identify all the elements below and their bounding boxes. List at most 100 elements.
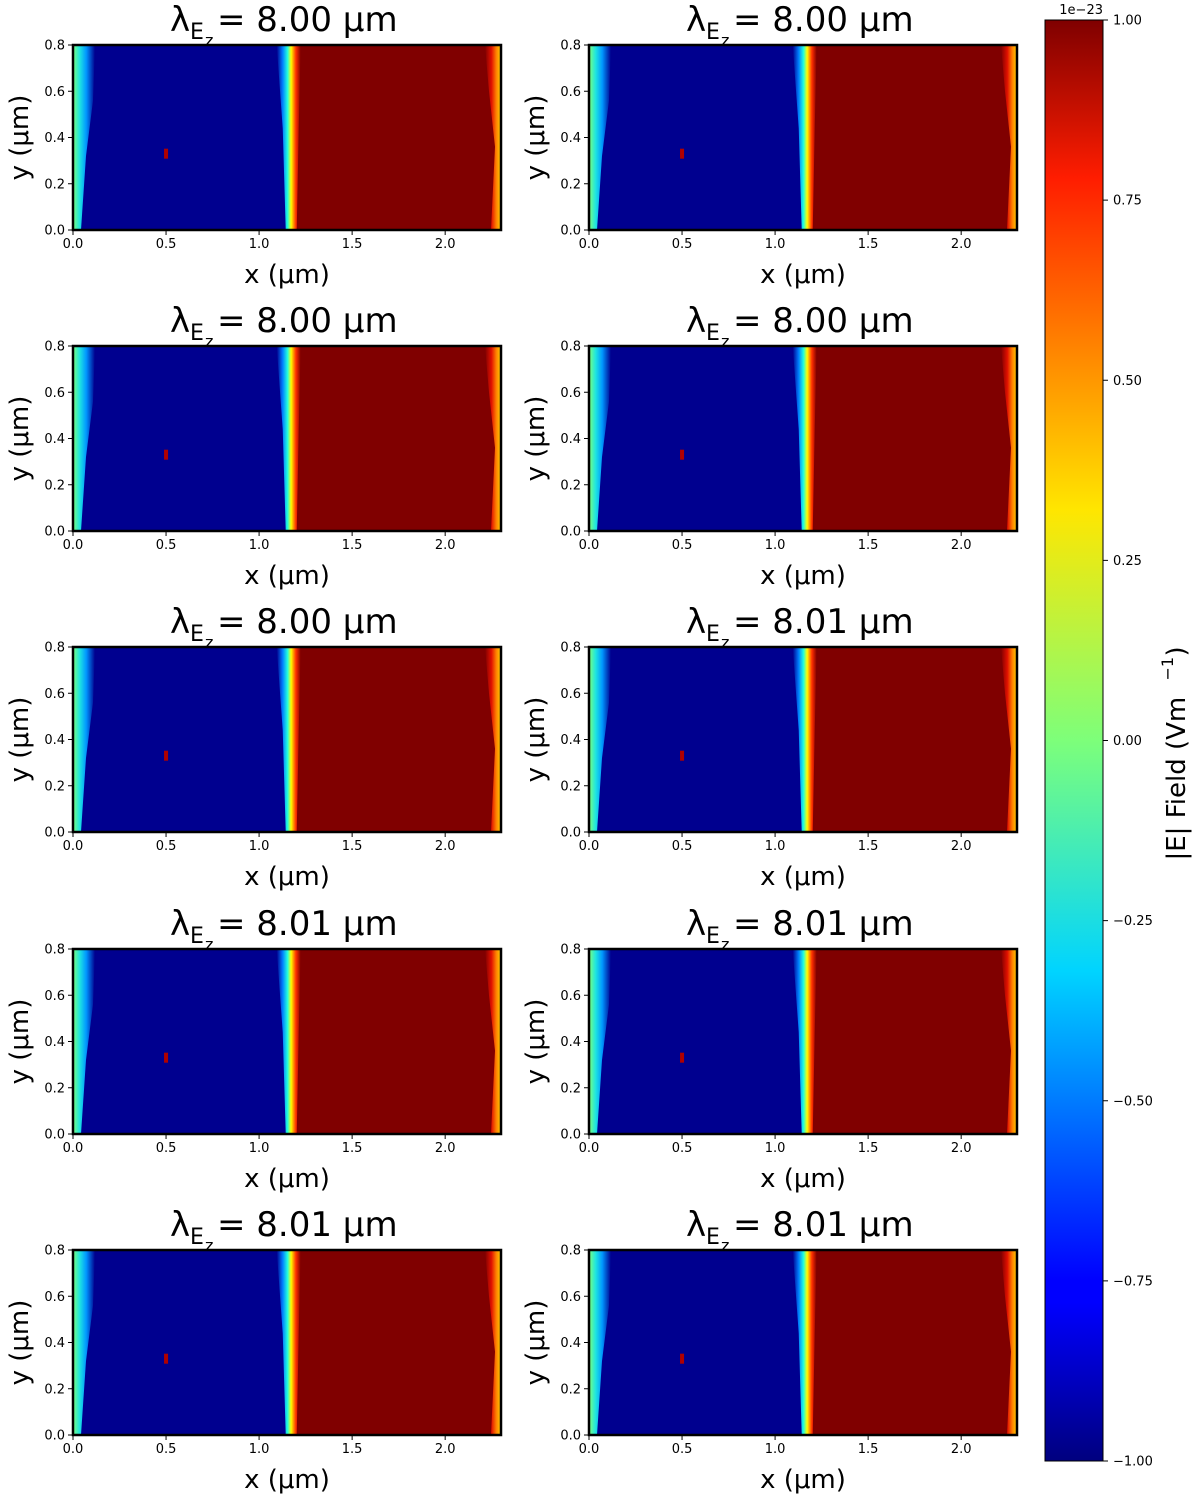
y-tick-label: 0.4 xyxy=(560,733,581,748)
y-axis-label: y (μm) xyxy=(5,95,35,181)
title-lambda: λ xyxy=(170,602,190,642)
y-tick-label: 0.2 xyxy=(44,1081,65,1096)
left-edge-gradient xyxy=(73,1250,95,1435)
right-edge-gradient xyxy=(485,949,501,1134)
interface-gradient xyxy=(276,647,301,832)
title-subsubscript: z xyxy=(721,332,729,351)
y-axis-label: y (μm) xyxy=(5,697,35,783)
field-region-positive xyxy=(806,949,1017,1134)
right-edge-gradient xyxy=(1001,45,1017,230)
colorbar-label-tail: ) xyxy=(1162,646,1192,656)
x-tick-label: 0.5 xyxy=(672,1141,693,1156)
y-tick-label: 0.4 xyxy=(560,131,581,146)
x-tick-label: 0.0 xyxy=(63,1442,84,1457)
title-value: = 8.00 μm xyxy=(217,0,398,40)
y-tick-label: 0.0 xyxy=(560,1429,581,1444)
left-edge-gradient xyxy=(589,45,611,230)
y-tick-label: 0.0 xyxy=(44,826,65,841)
right-edge-gradient xyxy=(485,1250,501,1435)
x-tick-label: 1.5 xyxy=(342,1141,363,1156)
y-tick-label: 0.4 xyxy=(44,432,65,447)
x-tick-label: 2.0 xyxy=(951,1141,972,1156)
x-tick-label: 1.0 xyxy=(765,839,786,854)
right-edge-gradient xyxy=(485,45,501,230)
subplot-5: 0.0 0.5 1.0 1.5 2.0 0.0 0.2 0.4 0.6 0.8 x (μm) y (μ… xyxy=(5,602,503,892)
left-edge-gradient xyxy=(589,647,611,832)
title-lambda: λ xyxy=(170,1205,190,1245)
title-subscript: E xyxy=(706,1225,720,1250)
y-axis-label: y (μm) xyxy=(521,999,551,1085)
title-value: = 8.00 μm xyxy=(733,301,914,341)
subplot-6: 0.0 0.5 1.0 1.5 2.0 0.0 0.2 0.4 0.6 0.8 x (μm) y (μ… xyxy=(521,602,1019,892)
y-tick-label: 0.8 xyxy=(44,1244,65,1259)
x-tick-label: 0.5 xyxy=(672,1442,693,1457)
title-subscript: E xyxy=(190,622,204,647)
colorbar-label-text: |E| Field (Vm xyxy=(1162,697,1192,861)
x-tick-label: 1.5 xyxy=(858,1442,879,1457)
title-value: = 8.01 μm xyxy=(733,904,914,944)
interface-gradient xyxy=(276,1250,301,1435)
title-value: = 8.01 μm xyxy=(733,1205,914,1245)
title-value: = 8.00 μm xyxy=(217,602,398,642)
y-tick-label: 0.0 xyxy=(560,525,581,540)
left-edge-gradient xyxy=(589,346,611,531)
subplot-7: 0.0 0.5 1.0 1.5 2.0 0.0 0.2 0.4 0.6 0.8 x (μm) y (μ… xyxy=(5,904,503,1194)
y-axis-label: y (μm) xyxy=(521,95,551,181)
title-value: = 8.01 μm xyxy=(217,904,398,944)
field-region-negative xyxy=(589,346,807,531)
y-tick-label: 0.0 xyxy=(44,1429,65,1444)
interface-gradient xyxy=(276,346,301,531)
y-tick-label: 0.6 xyxy=(44,85,65,100)
colorbar-label-superscript: −1 xyxy=(1158,657,1177,681)
interface-gradient xyxy=(792,647,817,832)
y-tick-label: 0.8 xyxy=(44,641,65,656)
y-tick-label: 0.2 xyxy=(44,1382,65,1397)
y-tick-label: 0.4 xyxy=(44,733,65,748)
x-tick-label: 0.0 xyxy=(63,538,84,553)
x-tick-label: 0.5 xyxy=(156,538,177,553)
field-region-negative xyxy=(589,1250,807,1435)
y-tick-label: 0.6 xyxy=(560,687,581,702)
source-marker xyxy=(164,148,169,159)
colorbar-offset-text: 1e−23 xyxy=(1059,3,1103,18)
y-tick-label: 0.0 xyxy=(560,826,581,841)
y-tick-label: 0.6 xyxy=(560,386,581,401)
colorbar-tick-label: 1.00 xyxy=(1113,14,1142,29)
x-tick-label: 1.0 xyxy=(765,1141,786,1156)
x-tick-label: 1.5 xyxy=(342,1442,363,1457)
y-axis-label: y (μm) xyxy=(5,1300,35,1386)
title-lambda: λ xyxy=(686,602,706,642)
y-tick-label: 0.2 xyxy=(44,177,65,192)
subplot-4: 0.0 0.5 1.0 1.5 2.0 0.0 0.2 0.4 0.6 0.8 x (μm) y (μ… xyxy=(521,301,1019,591)
x-axis-label: x (μm) xyxy=(244,1465,330,1495)
x-tick-label: 2.0 xyxy=(951,538,972,553)
colorbar-tick-label: −0.25 xyxy=(1113,914,1153,929)
interface-gradient xyxy=(792,1250,817,1435)
colorbar-gradient xyxy=(1045,20,1103,1461)
y-tick-label: 0.8 xyxy=(44,943,65,958)
source-marker xyxy=(164,750,169,761)
field-region-negative xyxy=(73,1250,291,1435)
x-tick-label: 1.0 xyxy=(765,538,786,553)
title-lambda: λ xyxy=(686,301,706,341)
y-tick-label: 0.2 xyxy=(560,478,581,493)
title-lambda: λ xyxy=(686,904,706,944)
y-tick-label: 0.0 xyxy=(44,525,65,540)
title-subsubscript: z xyxy=(205,332,213,351)
x-tick-label: 0.0 xyxy=(579,1141,600,1156)
title-subsubscript: z xyxy=(721,1236,729,1255)
y-tick-label: 0.8 xyxy=(44,39,65,54)
y-tick-label: 0.4 xyxy=(44,131,65,146)
x-tick-label: 0.5 xyxy=(672,839,693,854)
title-lambda: λ xyxy=(170,0,190,40)
y-tick-label: 0.8 xyxy=(560,943,581,958)
field-region-negative xyxy=(73,949,291,1134)
y-tick-label: 0.2 xyxy=(560,779,581,794)
interface-gradient xyxy=(276,45,301,230)
